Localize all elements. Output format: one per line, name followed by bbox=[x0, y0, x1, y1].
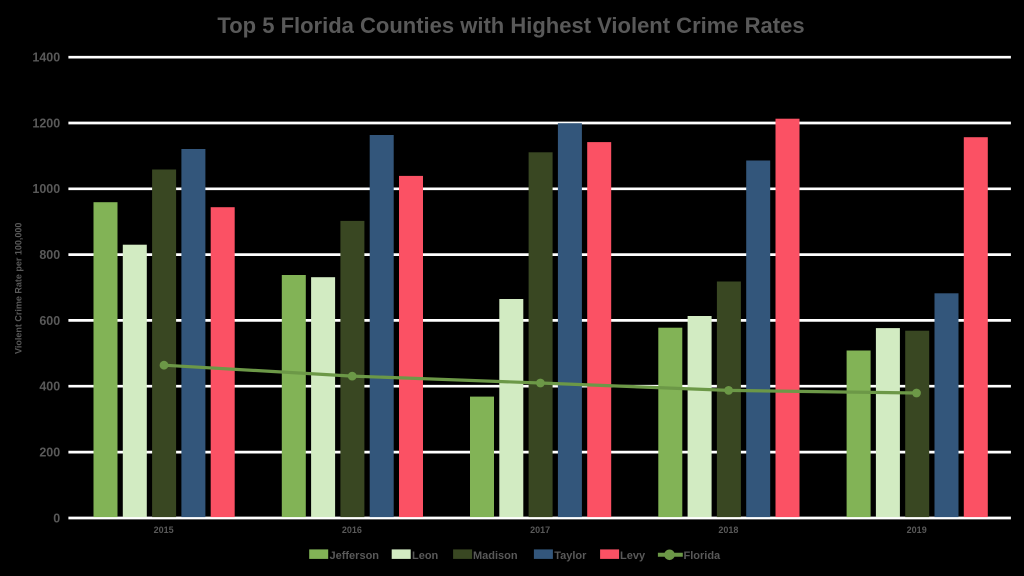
svg-text:1400: 1400 bbox=[32, 51, 60, 65]
svg-text:1000: 1000 bbox=[32, 182, 60, 196]
svg-text:400: 400 bbox=[39, 380, 60, 394]
svg-text:2015: 2015 bbox=[154, 525, 174, 535]
svg-text:Florida: Florida bbox=[684, 550, 722, 562]
svg-text:Taylor: Taylor bbox=[554, 550, 587, 562]
svg-text:1200: 1200 bbox=[32, 116, 60, 130]
svg-text:600: 600 bbox=[39, 314, 60, 328]
svg-text:2016: 2016 bbox=[342, 525, 362, 535]
svg-text:0: 0 bbox=[53, 511, 60, 525]
svg-text:200: 200 bbox=[39, 446, 60, 460]
svg-text:Levy: Levy bbox=[620, 550, 646, 562]
svg-text:Jefferson: Jefferson bbox=[330, 550, 380, 562]
svg-text:Madison: Madison bbox=[473, 550, 518, 562]
svg-text:Violent Crime Rate per 100,000: Violent Crime Rate per 100,000 bbox=[13, 223, 23, 354]
svg-text:2017: 2017 bbox=[530, 525, 550, 535]
svg-text:2019: 2019 bbox=[907, 525, 927, 535]
svg-text:800: 800 bbox=[39, 248, 60, 262]
svg-text:Leon: Leon bbox=[412, 550, 439, 562]
svg-text:2018: 2018 bbox=[718, 525, 738, 535]
svg-text:Top 5 Florida Counties with Hi: Top 5 Florida Counties with Highest Viol… bbox=[217, 13, 804, 38]
